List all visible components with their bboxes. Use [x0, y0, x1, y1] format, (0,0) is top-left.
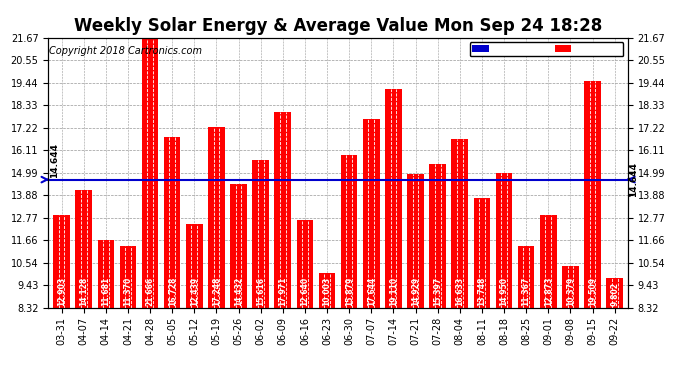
Bar: [562, 266, 579, 308]
Text: 12.640: 12.640: [300, 278, 309, 306]
Text: 17.644: 17.644: [367, 277, 376, 306]
Legend: Average ($), Daily  ($): Average ($), Daily ($): [470, 42, 623, 56]
Text: 12.439: 12.439: [190, 278, 199, 306]
Text: 10.379: 10.379: [566, 277, 575, 306]
Text: 11.367: 11.367: [522, 277, 531, 306]
Text: 17.971: 17.971: [278, 277, 287, 306]
Bar: [297, 220, 313, 308]
Text: 14.950: 14.950: [500, 278, 509, 306]
Bar: [495, 173, 512, 308]
Text: 14.644: 14.644: [629, 162, 638, 197]
Text: 15.397: 15.397: [433, 278, 442, 306]
Bar: [119, 246, 136, 308]
Bar: [208, 127, 225, 308]
Bar: [407, 174, 424, 308]
Text: 10.003: 10.003: [322, 278, 331, 306]
Bar: [53, 215, 70, 308]
Bar: [97, 240, 114, 308]
Bar: [584, 81, 601, 308]
Bar: [275, 112, 291, 308]
Bar: [363, 119, 380, 308]
Text: 16.728: 16.728: [168, 277, 177, 306]
Bar: [540, 215, 557, 308]
Bar: [518, 246, 535, 308]
Bar: [75, 190, 92, 308]
Bar: [141, 38, 159, 308]
Bar: [186, 224, 203, 308]
Text: 14.644: 14.644: [50, 142, 59, 178]
Bar: [319, 273, 335, 308]
Bar: [164, 138, 181, 308]
Text: Copyright 2018 Cartronics.com: Copyright 2018 Cartronics.com: [49, 46, 202, 56]
Text: 12.903: 12.903: [57, 278, 66, 306]
Text: 15.879: 15.879: [345, 277, 354, 306]
Title: Weekly Solar Energy & Average Value Mon Sep 24 18:28: Weekly Solar Energy & Average Value Mon …: [74, 16, 602, 34]
Text: 15.616: 15.616: [256, 278, 265, 306]
Bar: [341, 154, 357, 308]
Bar: [607, 278, 623, 308]
Text: 11.370: 11.370: [124, 277, 132, 306]
Text: 19.509: 19.509: [588, 278, 597, 306]
Text: 14.128: 14.128: [79, 277, 88, 306]
Bar: [230, 184, 247, 308]
Text: 16.633: 16.633: [455, 278, 464, 306]
Text: 19.110: 19.110: [389, 278, 398, 306]
Bar: [429, 164, 446, 308]
Text: 14.929: 14.929: [411, 278, 420, 306]
Text: 21.666: 21.666: [146, 278, 155, 306]
Text: 13.748: 13.748: [477, 277, 486, 306]
Bar: [451, 140, 468, 308]
Text: 9.802: 9.802: [610, 282, 619, 306]
Text: 14.432: 14.432: [234, 278, 243, 306]
Bar: [385, 89, 402, 308]
Text: 11.681: 11.681: [101, 277, 110, 306]
Bar: [473, 198, 490, 308]
Bar: [253, 160, 269, 308]
Text: 12.873: 12.873: [544, 277, 553, 306]
Text: 17.248: 17.248: [212, 277, 221, 306]
